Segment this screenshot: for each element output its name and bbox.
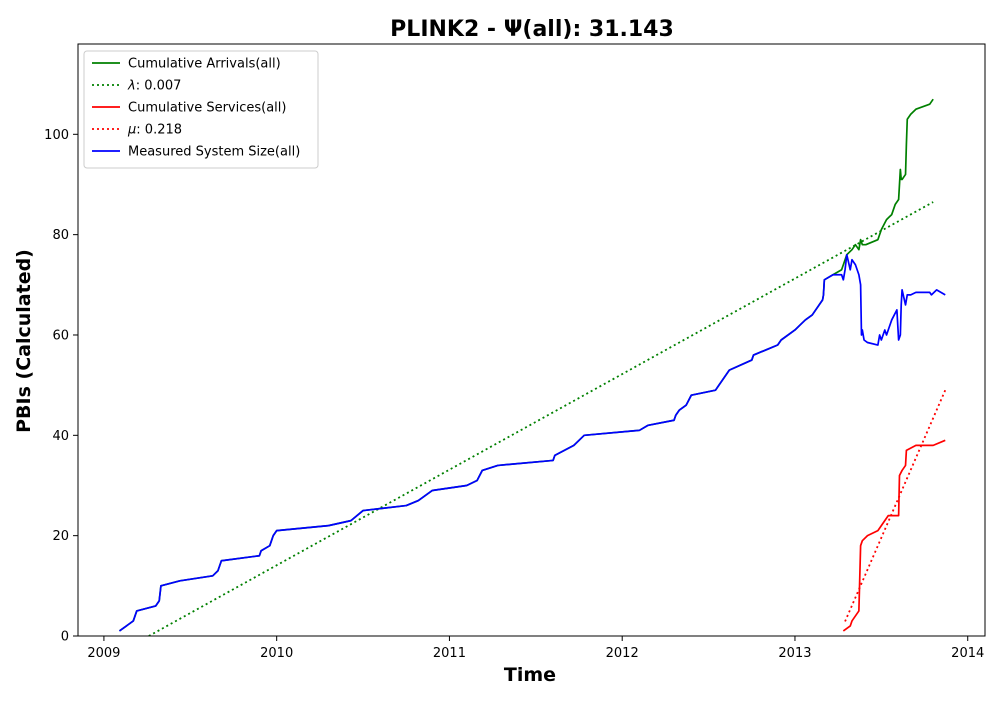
y-tick-label-40: 40 — [52, 429, 69, 444]
axes-frame — [77, 43, 986, 637]
legend-label-1: λ: 0.007 — [127, 79, 181, 94]
legend-label-0: Cumulative Arrivals(all) — [128, 57, 281, 72]
x-axis-label: Time — [504, 664, 556, 686]
series-line-2-cumulative-services-all — [842, 439, 946, 632]
y-tick-label-60: 60 — [52, 328, 69, 343]
x-tick-label-2010: 2010 — [260, 646, 293, 661]
y-tick-label-100: 100 — [44, 128, 69, 143]
series-line-3-0-218 — [844, 389, 947, 622]
x-tick-label-2012: 2012 — [606, 646, 639, 661]
x-tick-label-2009: 2009 — [87, 646, 120, 661]
y-tick-label-0: 0 — [61, 630, 69, 645]
y-axis-label: PBIs (Calculated) — [13, 249, 35, 433]
y-tick-label-20: 20 — [52, 529, 69, 544]
series-line-1-0-007 — [148, 201, 934, 636]
x-tick-label-2011: 2011 — [433, 646, 466, 661]
legend-label-3: μ: 0.218 — [127, 123, 182, 138]
axis-ticks: 2009 2010 2011 2012 2013 2014 0 20 40 60 80 100 — [44, 128, 984, 661]
legend-label-2: Cumulative Services(all) — [128, 101, 286, 116]
x-tick-label-2014: 2014 — [951, 646, 984, 661]
legend-label-4: Measured System Size(all) — [128, 145, 300, 160]
x-tick-label-2013: 2013 — [778, 646, 811, 661]
chart-title: PLINK2 - Ψ(all): 31.143 — [390, 17, 674, 42]
legend: Cumulative Arrivals(all) λ: 0.007 Cumulati… — [83, 50, 319, 169]
y-tick-label-80: 80 — [52, 228, 69, 243]
series-line-4-measured-system-size-all — [118, 253, 946, 632]
legend-box — [83, 50, 319, 169]
plot-area — [118, 98, 947, 636]
